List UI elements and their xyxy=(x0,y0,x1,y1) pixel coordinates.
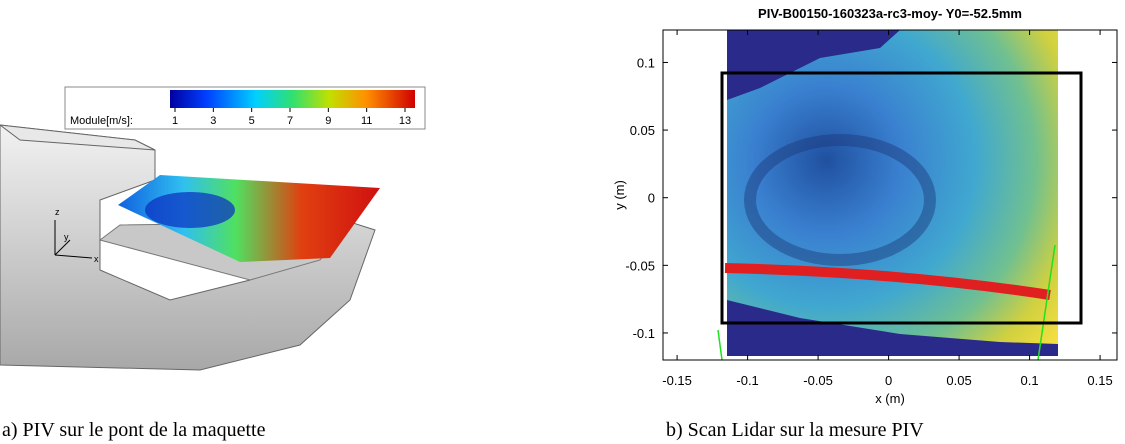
x-tick-label: 0.05 xyxy=(946,373,971,388)
y-tick-label: 0.05 xyxy=(630,123,655,138)
lidar-beam xyxy=(717,329,723,361)
colorbar-tick-label: 5 xyxy=(249,115,255,127)
x-axis-label: x (m) xyxy=(875,391,905,406)
caption: b) Scan Lidar sur la mesure PIV xyxy=(666,419,924,441)
colorbar-tick-label: 3 xyxy=(210,115,216,127)
colorbar-tick-label: 13 xyxy=(399,115,411,127)
measurement-box xyxy=(720,71,1083,325)
axis-label: x xyxy=(94,254,99,264)
x-tick-label: 0.15 xyxy=(1087,373,1112,388)
caption: a) PIV sur le pont de la maquette xyxy=(2,419,266,441)
lidar-beam xyxy=(1037,244,1056,361)
colorbar-tick-label: 7 xyxy=(287,115,293,127)
colorbar xyxy=(170,90,415,108)
x-tick-label: 0 xyxy=(885,373,892,388)
y-axis-label: y (m) xyxy=(612,180,627,210)
colorbar-label: Module[m/s]: xyxy=(70,115,133,127)
heatmap xyxy=(727,30,1058,356)
colorbar-tick-label: 1 xyxy=(172,115,178,127)
model-render xyxy=(0,124,380,371)
x-tick-label: -0.05 xyxy=(803,373,833,388)
y-tick-label: 0.1 xyxy=(637,55,655,70)
colorbar-tick-label: 9 xyxy=(325,115,331,127)
y-tick-label: 0 xyxy=(648,191,655,206)
axes-box xyxy=(662,29,1118,361)
x-tick-label: -0.15 xyxy=(662,373,692,388)
y-tick-label: -0.1 xyxy=(633,326,655,341)
axis-label: z xyxy=(55,207,60,217)
colorbar-tick-label: 11 xyxy=(361,115,372,127)
chart-title: PIV-B00150-160323a-rc3-moy- Y0=-52.5mm xyxy=(758,6,1022,21)
y-tick-label: -0.05 xyxy=(625,258,655,273)
x-tick-label: -0.1 xyxy=(736,373,758,388)
x-tick-label: 0.1 xyxy=(1021,373,1039,388)
axis-label: y xyxy=(64,232,69,242)
lidar-scan xyxy=(724,263,1051,300)
